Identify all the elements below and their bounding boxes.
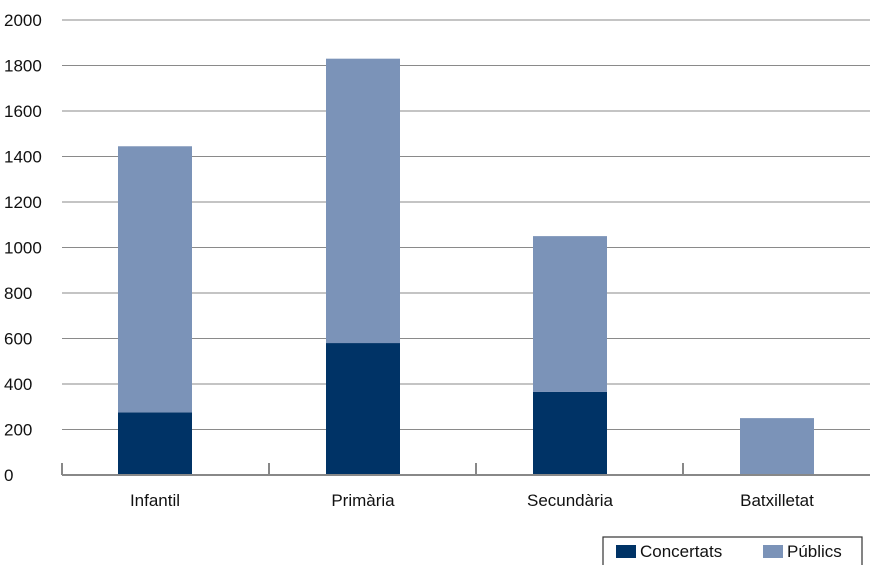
legend-label-concertats: Concertats	[640, 542, 722, 561]
bar-pblics-2	[533, 236, 607, 392]
y-tick-label: 600	[4, 330, 32, 349]
bars	[118, 58, 814, 475]
bar-pblics-1	[326, 58, 400, 344]
x-axis	[61, 463, 870, 476]
legend-box	[602, 536, 863, 565]
legend-label-publics: Públics	[787, 542, 842, 561]
bar-concertats-1	[326, 343, 400, 475]
y-tick-label: 200	[4, 421, 32, 440]
bar-concertats-2	[533, 391, 607, 475]
x-axis-labels: Infantil Primària Secundària Batxilletat	[130, 491, 814, 510]
bar-concertats-0	[118, 412, 192, 475]
bar-pblics-3	[740, 418, 814, 475]
y-tick-label: 1400	[4, 148, 42, 167]
y-tick-label: 400	[4, 375, 32, 394]
grid-lines	[62, 19, 870, 430]
y-tick-label: 1000	[4, 239, 42, 258]
y-tick-label: 1800	[4, 57, 42, 76]
y-tick-label: 800	[4, 284, 32, 303]
x-category-label: Secundària	[527, 491, 614, 510]
x-category-label: Infantil	[130, 491, 180, 510]
x-category-label: Batxilletat	[740, 491, 814, 510]
legend: Concertats Públics	[602, 536, 863, 565]
y-tick-label: 1600	[4, 102, 42, 121]
y-tick-label: 0	[4, 466, 13, 485]
legend-swatch-concertats	[616, 545, 636, 558]
legend-swatch-publics	[763, 545, 783, 558]
y-axis-ticks: 0 200 400 600 800 1000 1200 1400 1600 1800 2000	[4, 11, 42, 485]
y-tick-label: 2000	[4, 11, 42, 30]
bar-pblics-0	[118, 146, 192, 413]
x-category-label: Primària	[331, 491, 395, 510]
y-tick-label: 1200	[4, 193, 42, 212]
